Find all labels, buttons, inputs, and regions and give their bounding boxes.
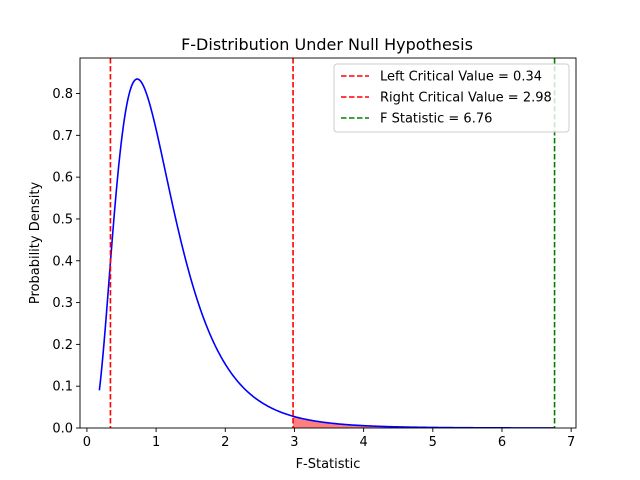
x-tick-label: 2	[221, 435, 229, 450]
y-axis-label: Probability Density	[28, 182, 43, 305]
y-tick-label: 0.0	[52, 422, 73, 437]
x-tick-label: 1	[152, 435, 160, 450]
legend: Left Critical Value = 0.34 Right Critical…	[333, 63, 570, 133]
x-axis: 0 1 2 3 4 5 6 7	[83, 428, 575, 450]
y-tick-label: 0.8	[52, 87, 73, 102]
plot-frame	[79, 57, 577, 429]
chart-title: F-Distribution Under Null Hypothesis	[181, 35, 473, 54]
y-tick-label: 0.4	[52, 254, 73, 269]
legend-label-2: F Statistic = 6.76	[380, 112, 492, 127]
y-tick-label: 0.6	[52, 171, 73, 186]
legend-label-0: Left Critical Value = 0.34	[380, 70, 542, 85]
x-tick-label: 3	[290, 435, 298, 450]
x-tick-label: 6	[498, 435, 506, 450]
x-tick-label: 4	[359, 435, 367, 450]
y-tick-label: 0.2	[52, 338, 73, 353]
y-tick-label: 0.5	[52, 212, 73, 227]
y-tick-label: 0.7	[52, 129, 73, 144]
x-tick-label: 7	[567, 435, 575, 450]
y-axis: 0.0 0.1 0.2 0.3 0.4 0.5 0.6 0.7 0.8	[52, 87, 80, 437]
rejection-region-shade	[293, 416, 555, 428]
legend-label-1: Right Critical Value = 2.98	[380, 91, 552, 106]
y-tick-label: 0.1	[52, 380, 73, 395]
x-tick-label: 0	[83, 435, 91, 450]
x-tick-label: 5	[429, 435, 437, 450]
x-axis-label: F-Statistic	[296, 457, 361, 472]
legend-box	[333, 63, 570, 133]
y-tick-label: 0.3	[52, 296, 73, 311]
